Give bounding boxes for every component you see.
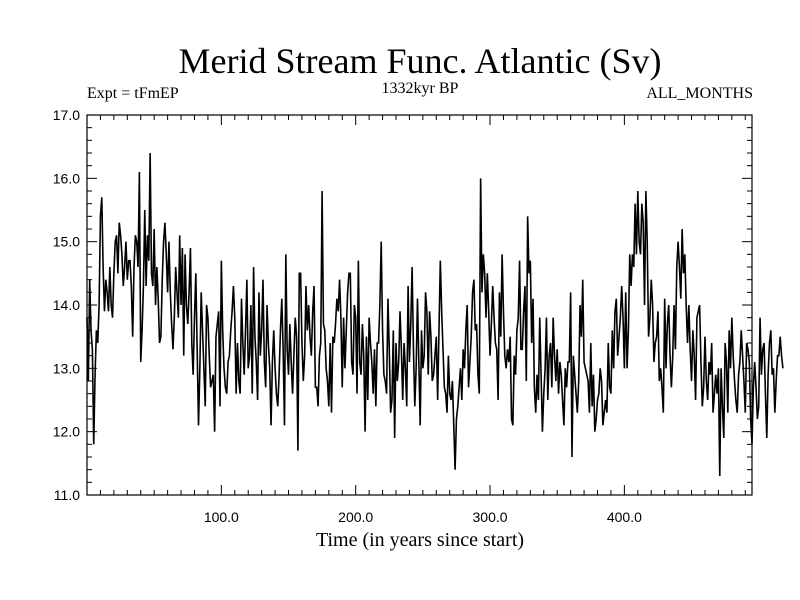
axis-ticks	[87, 114, 752, 496]
y-tick-label: 13.0	[53, 360, 80, 376]
axis-tick-labels: 100.0 200.0 300.0 400.0 11.0 12.0 13.0 14.0 15.0…	[53, 107, 642, 525]
y-tick-label: 16.0	[53, 170, 80, 186]
x-tick-label: 200.0	[338, 509, 373, 525]
months-label: ALL_MONTHS	[646, 85, 753, 102]
y-tick-label: 12.0	[53, 424, 80, 440]
plot-frame	[86, 114, 753, 496]
experiment-label: Expt = tFmEP	[87, 85, 179, 102]
chart-subtitle: 1332kyr BP	[382, 80, 459, 97]
x-tick-label: 400.0	[607, 509, 642, 525]
y-tick-label: 14.0	[53, 297, 80, 313]
y-tick-label: 17.0	[53, 107, 80, 123]
y-tick-label: 11.0	[54, 487, 80, 503]
x-tick-label: 100.0	[204, 509, 239, 525]
x-tick-label: 300.0	[473, 509, 508, 525]
x-axis-label: Time (in years since start)	[316, 529, 524, 551]
chart-title: Merid Stream Func. Atlantic (Sv)	[179, 41, 662, 81]
y-tick-label: 15.0	[53, 234, 80, 250]
series-line	[86, 152, 784, 477]
series-layer	[86, 152, 784, 477]
